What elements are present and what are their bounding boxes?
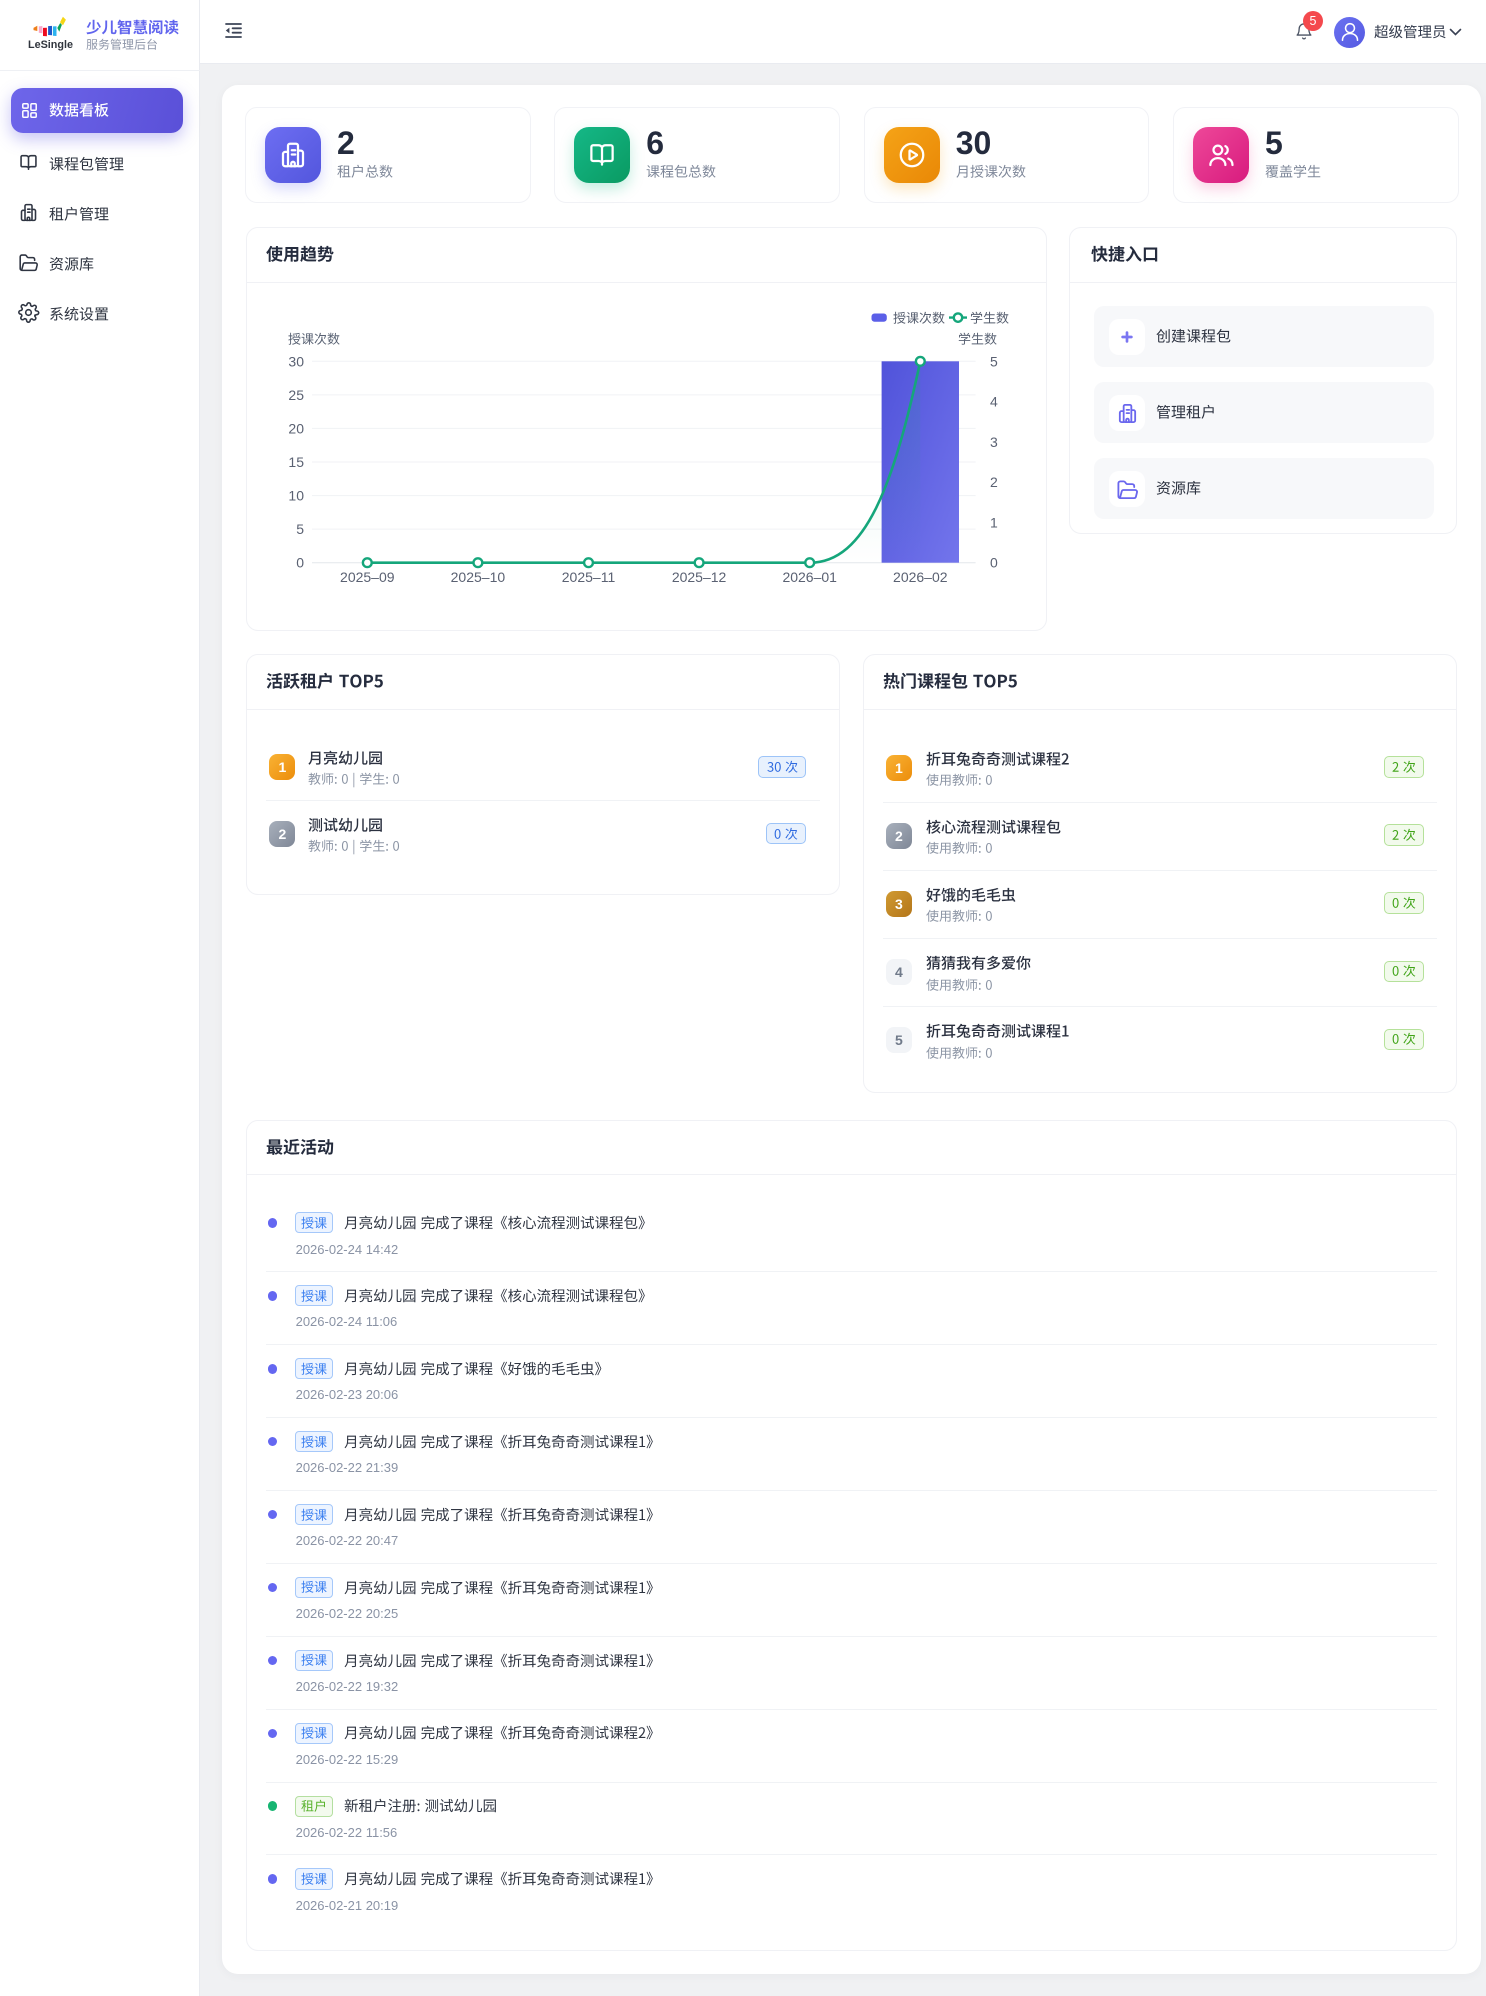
svg-text:2026–02: 2026–02	[893, 569, 948, 585]
svg-text:20: 20	[288, 420, 304, 436]
svg-text:2026–01: 2026–01	[782, 569, 837, 585]
svg-text:15: 15	[288, 454, 304, 470]
svg-text:1: 1	[990, 514, 998, 530]
svg-text:2025–09: 2025–09	[340, 569, 395, 585]
svg-text:5: 5	[296, 521, 304, 537]
svg-text:0: 0	[990, 555, 998, 571]
svg-text:10: 10	[288, 488, 304, 504]
svg-text:30: 30	[288, 353, 304, 369]
svg-text:25: 25	[288, 387, 304, 403]
svg-text:2025–12: 2025–12	[672, 569, 727, 585]
svg-text:5: 5	[990, 353, 998, 369]
svg-text:2: 2	[990, 474, 998, 490]
svg-text:3: 3	[990, 434, 998, 450]
svg-text:4: 4	[990, 394, 998, 410]
svg-text:2025–10: 2025–10	[451, 569, 506, 585]
svg-text:0: 0	[296, 555, 304, 571]
svg-text:2025–11: 2025–11	[562, 569, 616, 585]
